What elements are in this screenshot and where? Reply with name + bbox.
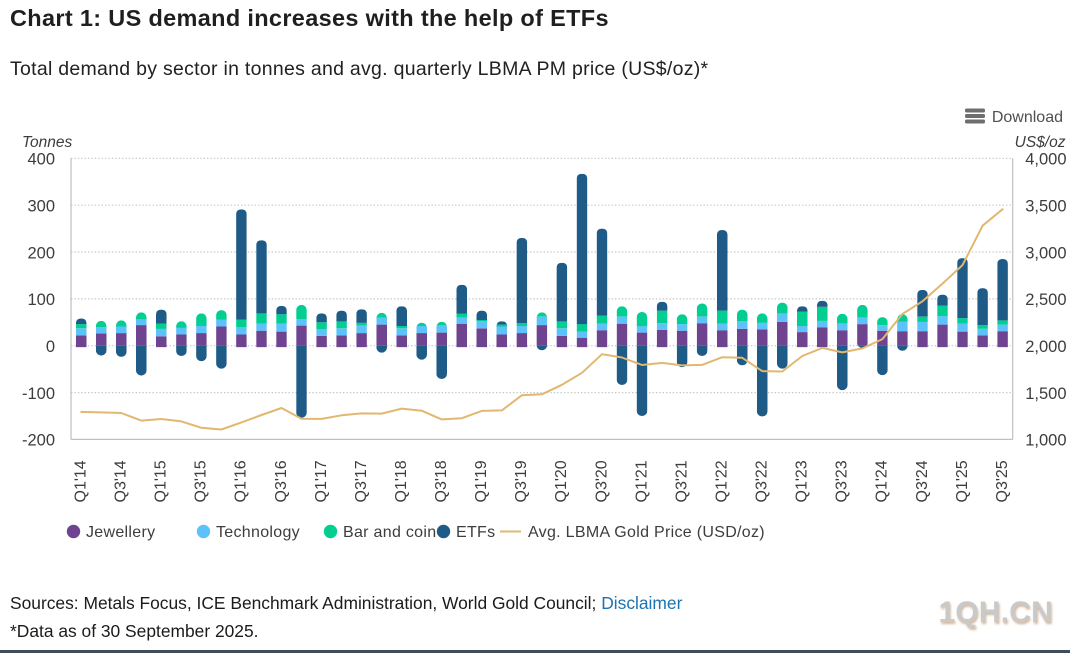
svg-text:2,000: 2,000 [1025,338,1066,356]
svg-text:Q1'19: Q1'19 [473,460,490,502]
svg-text:Q1'22: Q1'22 [714,460,731,502]
svg-text:400: 400 [27,151,55,169]
svg-text:Q3'22: Q3'22 [754,460,771,502]
svg-text:Q1'17: Q1'17 [313,460,330,502]
svg-text:Q3'24: Q3'24 [914,460,931,502]
svg-text:200: 200 [27,244,55,262]
svg-text:100: 100 [27,291,55,309]
svg-text:Q1'16: Q1'16 [233,460,250,502]
svg-text:Jewellery: Jewellery [86,524,155,541]
svg-text:Bar and coin: Bar and coin [343,524,436,541]
svg-text:Q1'23: Q1'23 [794,460,811,502]
svg-text:-100: -100 [22,385,55,403]
svg-text:Q3'21: Q3'21 [673,460,690,502]
svg-text:4,000: 4,000 [1025,151,1066,169]
svg-text:Avg. LBMA Gold Price (USD/oz): Avg. LBMA Gold Price (USD/oz) [528,524,765,541]
svg-text:1,000: 1,000 [1025,432,1066,450]
svg-text:Q3'23: Q3'23 [834,460,851,502]
svg-text:Q3'25: Q3'25 [994,460,1011,502]
svg-text:3,000: 3,000 [1025,244,1066,262]
svg-text:Q1'21: Q1'21 [633,460,650,502]
svg-text:Q3'17: Q3'17 [353,460,370,502]
svg-text:Q1'14: Q1'14 [73,460,90,502]
svg-text:Q3'15: Q3'15 [193,460,210,502]
svg-text:3,500: 3,500 [1025,198,1066,216]
svg-text:-200: -200 [22,432,55,450]
svg-text:Q3'16: Q3'16 [273,460,290,502]
svg-text:300: 300 [27,198,55,216]
svg-text:ETFs: ETFs [456,524,495,541]
svg-text:Q1'24: Q1'24 [874,460,891,502]
svg-text:Q1'25: Q1'25 [954,460,971,502]
svg-text:US$/oz: US$/oz [1015,134,1066,151]
svg-text:Q1'15: Q1'15 [153,460,170,502]
svg-text:0: 0 [46,338,55,356]
svg-text:Q3'20: Q3'20 [593,460,610,502]
svg-text:Q3'18: Q3'18 [433,460,450,502]
svg-text:2,500: 2,500 [1025,291,1066,309]
svg-text:Q1'20: Q1'20 [553,460,570,502]
svg-text:Q3'19: Q3'19 [513,460,530,502]
svg-text:Q1'18: Q1'18 [393,460,410,502]
svg-text:Technology: Technology [216,524,300,541]
svg-text:1,500: 1,500 [1025,385,1066,403]
svg-text:Q3'14: Q3'14 [113,460,130,502]
svg-text:Tonnes: Tonnes [22,134,73,151]
